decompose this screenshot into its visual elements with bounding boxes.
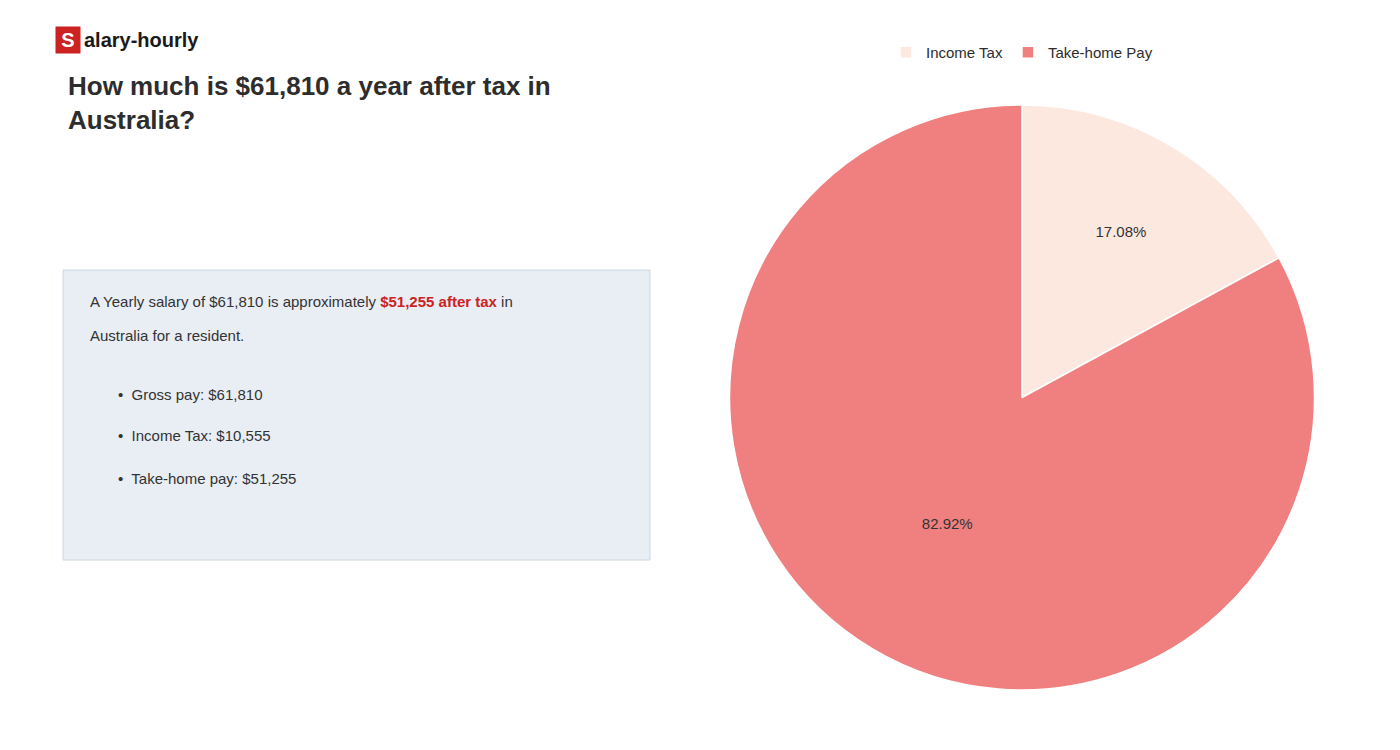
svg-text:alary-hourly: alary-hourly xyxy=(84,29,199,51)
svg-text:• Income Tax: $10,555: • Income Tax: $10,555 xyxy=(118,427,271,444)
svg-text:Take-home Pay: Take-home Pay xyxy=(1048,44,1153,61)
svg-text:• Gross pay: $61,810: • Gross pay: $61,810 xyxy=(118,386,263,403)
svg-text:How much is $61,810 a year aft: How much is $61,810 a year after tax inA… xyxy=(68,71,551,135)
svg-text:S: S xyxy=(61,29,74,51)
svg-text:Australia for a resident.: Australia for a resident. xyxy=(90,327,244,344)
svg-text:17.08%: 17.08% xyxy=(1096,223,1147,240)
svg-text:• Take-home pay: $51,255: • Take-home pay: $51,255 xyxy=(118,470,296,487)
svg-text:A Yearly salary of $61,810 is: A Yearly salary of $61,810 is approximat… xyxy=(90,293,513,310)
svg-text:82.92%: 82.92% xyxy=(922,515,973,532)
svg-text:Income Tax: Income Tax xyxy=(926,44,1003,61)
